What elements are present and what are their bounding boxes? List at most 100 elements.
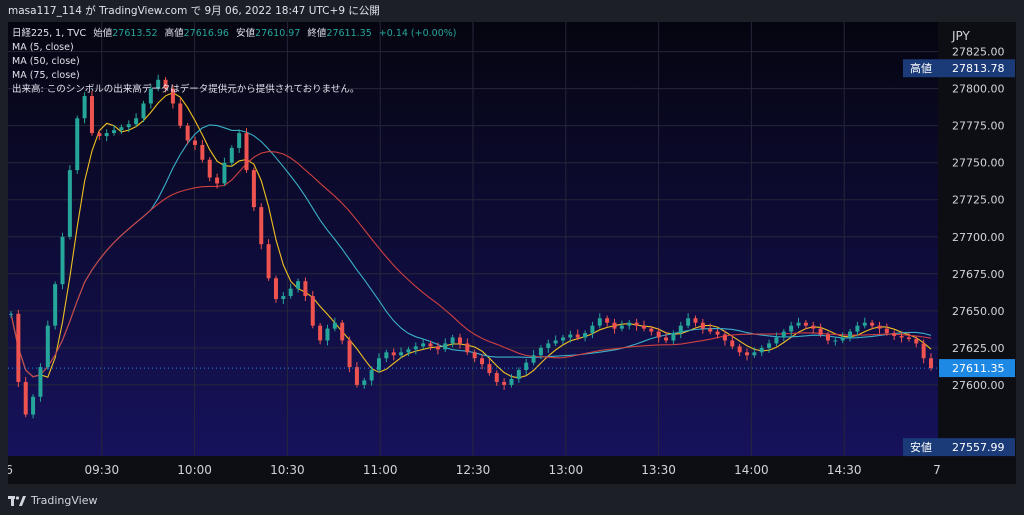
candle-body xyxy=(708,328,713,332)
candle-body xyxy=(818,328,823,335)
y-tick-label: 27675.00 xyxy=(952,268,1005,281)
candle-body xyxy=(781,331,786,338)
high-value-tag xyxy=(939,59,1015,78)
candle-body xyxy=(722,334,727,341)
candle-body xyxy=(767,343,772,348)
candle-body xyxy=(641,325,646,329)
candle-body xyxy=(215,177,220,184)
ma-legend-75[interactable]: MA (75, close) xyxy=(12,70,80,81)
candle-body xyxy=(296,281,301,289)
change-value: +0.14 (+0.00%) xyxy=(378,28,457,39)
candle-body xyxy=(612,322,617,329)
low-marker-tag xyxy=(903,438,939,457)
candle-body xyxy=(656,331,661,338)
candle-body xyxy=(811,325,816,329)
candle-body xyxy=(487,364,492,374)
ma-legend-5[interactable]: MA (5, close) xyxy=(12,42,74,53)
price-axis-background xyxy=(938,22,1016,484)
x-tick-label: 14:30 xyxy=(827,463,862,477)
candle-body xyxy=(516,370,521,379)
x-tick-label: 11:00 xyxy=(363,463,398,477)
candle-body xyxy=(354,367,359,385)
open-value: 27613.52 xyxy=(112,28,158,39)
candle-body xyxy=(877,325,882,329)
candle-body xyxy=(229,147,234,163)
candle-body xyxy=(899,336,904,338)
candle-body xyxy=(443,343,448,350)
tradingview-logo[interactable]: TradingView xyxy=(8,494,97,507)
tradingview-logo-text: TradingView xyxy=(31,494,98,507)
moving-average-lines xyxy=(10,92,932,379)
candle-body xyxy=(465,343,470,353)
price-chart[interactable]: 27600.00 27625.00 27650.00 27675.00 27700.00… xyxy=(5,22,1016,484)
high-value-label: 27813.78 xyxy=(952,62,1005,75)
candle-body xyxy=(590,325,595,334)
candle-body xyxy=(45,325,50,368)
low-value: 27610.97 xyxy=(255,28,301,39)
candle-body xyxy=(480,358,485,365)
candle-body xyxy=(332,322,337,329)
footer: TradingView xyxy=(0,487,1024,515)
candle-body xyxy=(200,144,205,160)
candle-body xyxy=(752,352,757,356)
candle-body xyxy=(60,236,65,285)
candle-body xyxy=(399,352,404,356)
candle-body xyxy=(406,349,411,353)
candle-body xyxy=(693,318,698,323)
high-label: 高値 xyxy=(164,28,184,39)
candle-body xyxy=(509,378,514,385)
y-tick-label: 27775.00 xyxy=(952,120,1005,133)
candle-body xyxy=(428,343,433,347)
candle-body xyxy=(67,170,72,237)
candle-body xyxy=(450,337,455,344)
candle-body xyxy=(538,347,543,356)
candle-body xyxy=(126,124,131,128)
candle-body xyxy=(561,337,565,341)
candle-body xyxy=(929,358,933,369)
price-markers: 27611.35 高値 27813.78 安値 27557.99 xyxy=(8,59,1015,457)
candle-body xyxy=(141,103,146,119)
candle-body xyxy=(325,328,330,341)
y-tick-label: 27600.00 xyxy=(952,379,1005,392)
ma5-line xyxy=(10,92,932,379)
ohlc-row: 日経225, 1, TVC 始値27613.52 高値27616.96 安値27… xyxy=(12,27,456,41)
candle-body xyxy=(457,337,462,344)
candles xyxy=(9,74,933,419)
candle-body xyxy=(31,396,36,415)
candle-body xyxy=(502,381,507,385)
grid xyxy=(8,22,938,456)
candle-body xyxy=(678,325,683,334)
candle-body xyxy=(266,244,271,279)
high-value: 27616.96 xyxy=(183,28,229,39)
candle-body xyxy=(619,325,624,329)
last-price-tag xyxy=(939,359,1015,378)
candle-body xyxy=(737,346,742,353)
x-tick-label: 12:30 xyxy=(456,463,491,477)
x-tick-label: 13:30 xyxy=(641,463,676,477)
low-value-label: 27557.99 xyxy=(952,441,1005,454)
candle-body xyxy=(222,162,227,184)
price-axis: 27600.00 27625.00 27650.00 27675.00 27700.00… xyxy=(952,46,1005,392)
candle-body xyxy=(89,96,94,134)
candle-body xyxy=(104,133,109,137)
candle-body xyxy=(310,296,315,326)
candle-body xyxy=(281,296,286,299)
candle-body xyxy=(870,322,875,326)
candle-body xyxy=(671,333,676,341)
candle-body xyxy=(649,328,654,332)
candle-body xyxy=(134,118,139,125)
legend: 日経225, 1, TVC 始値27613.52 高値27616.96 安値27… xyxy=(12,27,456,97)
candle-body xyxy=(494,373,499,382)
candle-body xyxy=(9,313,13,315)
candle-body xyxy=(163,79,168,89)
candle-body xyxy=(75,118,80,171)
candle-body xyxy=(546,343,551,348)
candle-body xyxy=(553,340,558,344)
candle-body xyxy=(170,88,175,104)
symbol-info: 日経225, 1, TVC xyxy=(12,28,87,39)
candle-body xyxy=(156,79,161,89)
candle-body xyxy=(472,352,477,359)
x-tick-label: 7 xyxy=(933,463,941,477)
candle-body xyxy=(825,334,830,341)
ma-legend-50[interactable]: MA (50, close) xyxy=(12,56,80,67)
